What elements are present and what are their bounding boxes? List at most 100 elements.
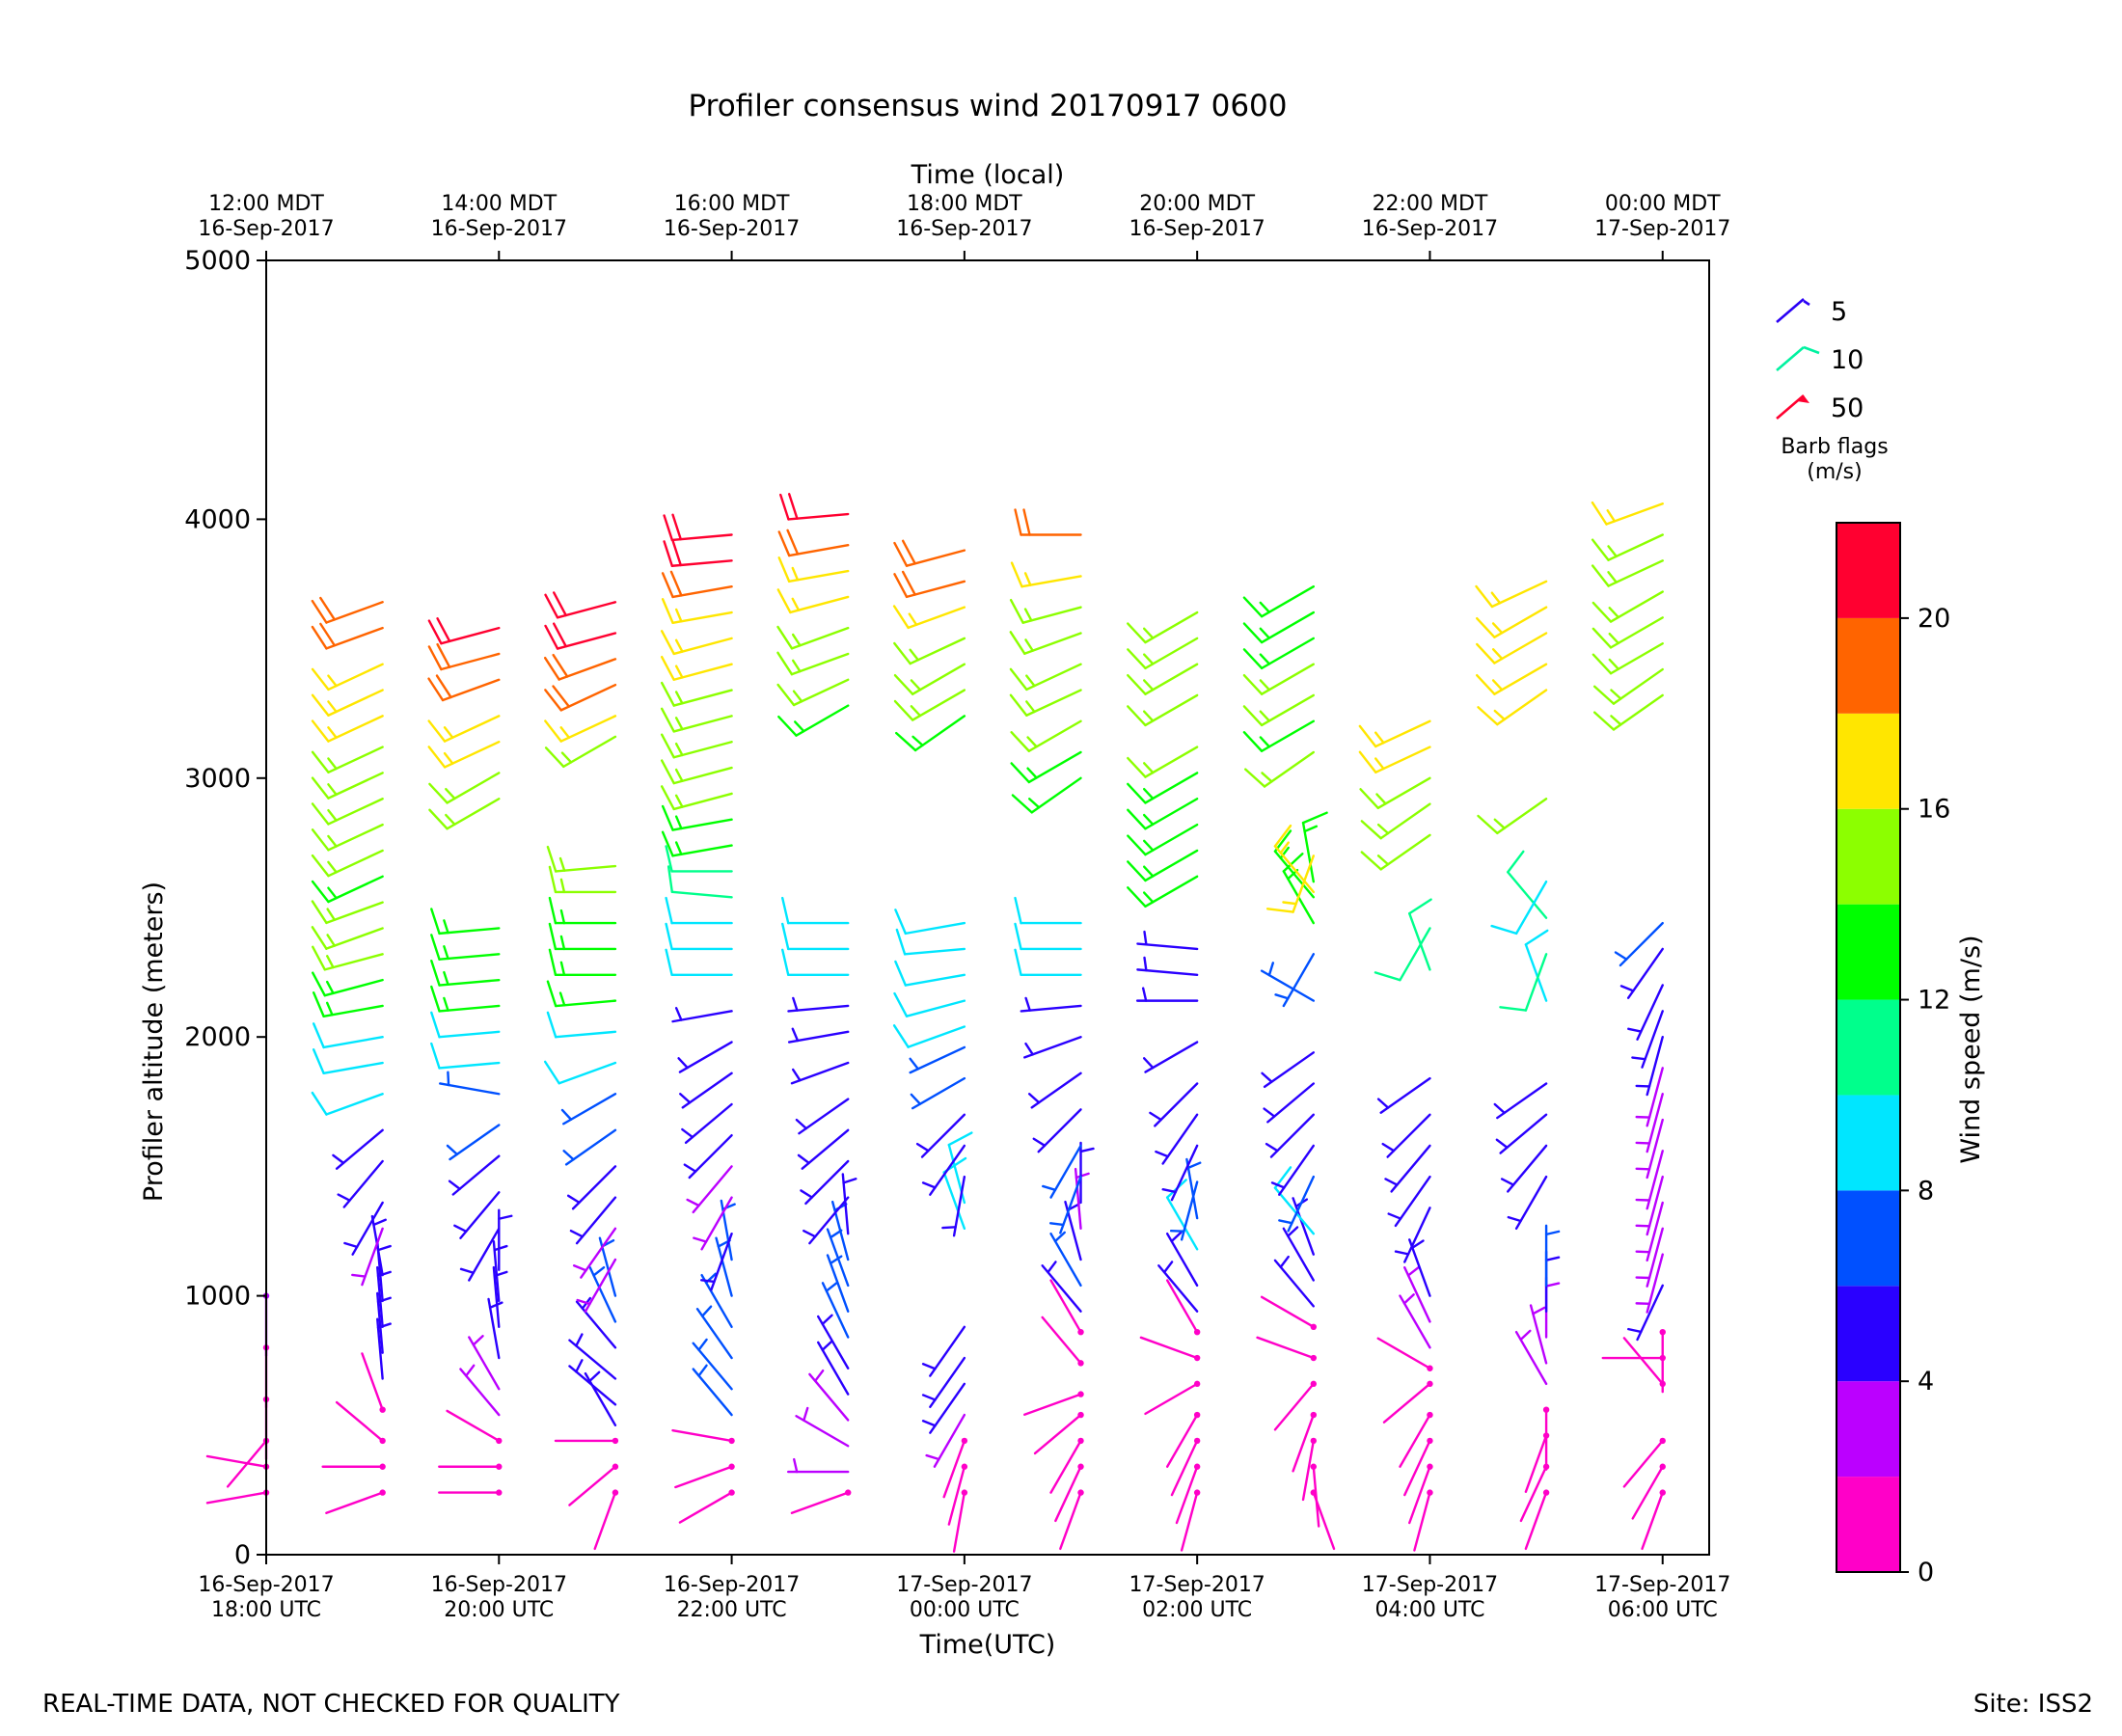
wind-barb [1493,1082,1548,1120]
colorbar-tick-label: 20 [1918,604,1950,634]
wind-barb [921,1356,966,1409]
x-tick-label-date: 16-Sep-2017 [664,1573,800,1597]
wind-barb [893,539,966,567]
wind-barb [1495,1113,1548,1154]
wind-barb [311,622,384,650]
wind-barb [1310,1489,1336,1551]
wind-barb [1384,1144,1431,1193]
wind-barb [1476,632,1548,665]
wind-barb [1273,1255,1316,1308]
wind-barb [1127,798,1199,830]
wind-barb [1009,598,1082,624]
wind-barb [665,922,733,951]
wind-barb [430,908,501,936]
wind-barb [427,642,501,671]
wind-barb [1009,689,1082,717]
wind-barb [777,556,850,583]
wind-barb [1500,1144,1548,1193]
top-tick-label-date: 16-Sep-2017 [198,217,334,241]
wind-barb [351,1227,384,1287]
wind-barb [438,1463,503,1470]
wind-barb [1023,1391,1084,1416]
wind-barb [893,663,966,695]
wind-barb [1127,610,1199,644]
wind-barb [700,1232,733,1291]
x-tick-label-date: 16-Sep-2017 [431,1573,567,1597]
wind-barb [1394,1207,1431,1263]
legend-title-line1: Barb flags [1781,435,1888,459]
wind-barb [453,1191,501,1239]
wind-barb [1049,1279,1084,1336]
wind-barb [1292,1197,1316,1256]
x-axis-label: Time(UTC) [919,1630,1056,1660]
wind-barb [1265,1113,1316,1158]
wind-barb [427,674,501,702]
wind-barb [1635,1227,1664,1288]
wind-barb [337,1159,384,1208]
wind-barb [661,830,733,857]
x-tick-label-time: 04:00 UTC [1374,1598,1484,1622]
wind-barb [311,772,384,800]
wind-barb [1507,1175,1548,1231]
wind-barb [1399,1293,1431,1349]
wind-barb [1260,962,1316,1002]
wind-barb [1155,1113,1199,1165]
wind-barb [1592,667,1664,705]
wind-barb [544,591,617,619]
wind-barb [910,1076,966,1110]
wind-barb [568,1359,617,1406]
wind-barb [1014,508,1082,536]
x-tick-label-time: 22:00 UTC [677,1598,787,1622]
wind-barb [321,1463,386,1470]
wind-barb [1009,663,1082,692]
wind-barb [1592,616,1664,649]
wind-barb [568,1333,617,1380]
wind-barb [1360,802,1431,840]
wind-barb [671,1428,735,1445]
wind-barb [720,1199,736,1261]
wind-barb [562,1128,617,1166]
wind-barb [1032,1108,1082,1153]
wind-barb [1175,1463,1201,1525]
wind-barb [1627,1284,1664,1342]
wind-barb [692,1364,733,1417]
colorbar-tick-label: 8 [1918,1176,1934,1206]
wind-barb [915,1113,966,1158]
wind-barb [1243,750,1316,788]
wind-barb [841,1173,857,1235]
wind-barb [817,1314,850,1370]
top-tick-label-time: 14:00 MDT [441,192,557,216]
wind-barb [546,1011,617,1039]
wind-barb [1127,875,1199,908]
colorbar-tick-label: 16 [1918,795,1950,825]
wind-barb [566,1165,617,1210]
x-tick-label-date: 17-Sep-2017 [1129,1573,1265,1597]
wind-barb [1476,663,1548,695]
legend-entry-label: 50 [1831,393,1864,423]
x-tick-label-time: 02:00 UTC [1142,1598,1252,1622]
wind-barb [1127,637,1199,670]
wind-barb [1614,921,1664,967]
wind-barb [1592,642,1664,675]
wind-barb [427,715,501,743]
wind-barb [1278,1175,1316,1233]
wind-barb [312,971,384,997]
wind-barb [1408,1238,1431,1297]
colorbar-frame [1836,522,1901,1573]
wind-barb [679,1071,733,1109]
wind-barb [826,1254,850,1313]
wind-barb [895,928,966,956]
wind-barb [660,759,733,785]
top-tick-label-time: 12:00 MDT [208,192,324,216]
wind-barb [1020,996,1082,1013]
wind-barb [1260,1295,1318,1331]
wind-barb [1041,1316,1084,1367]
wind-barb [1261,1051,1316,1089]
wind-barb [1010,561,1082,588]
wind-barb [1360,833,1431,871]
colorbar-bin [1836,999,1900,1096]
wind-barb [1376,1337,1433,1371]
wind-barb [894,909,966,936]
x-tick-label-time: 06:00 UTC [1608,1598,1718,1622]
